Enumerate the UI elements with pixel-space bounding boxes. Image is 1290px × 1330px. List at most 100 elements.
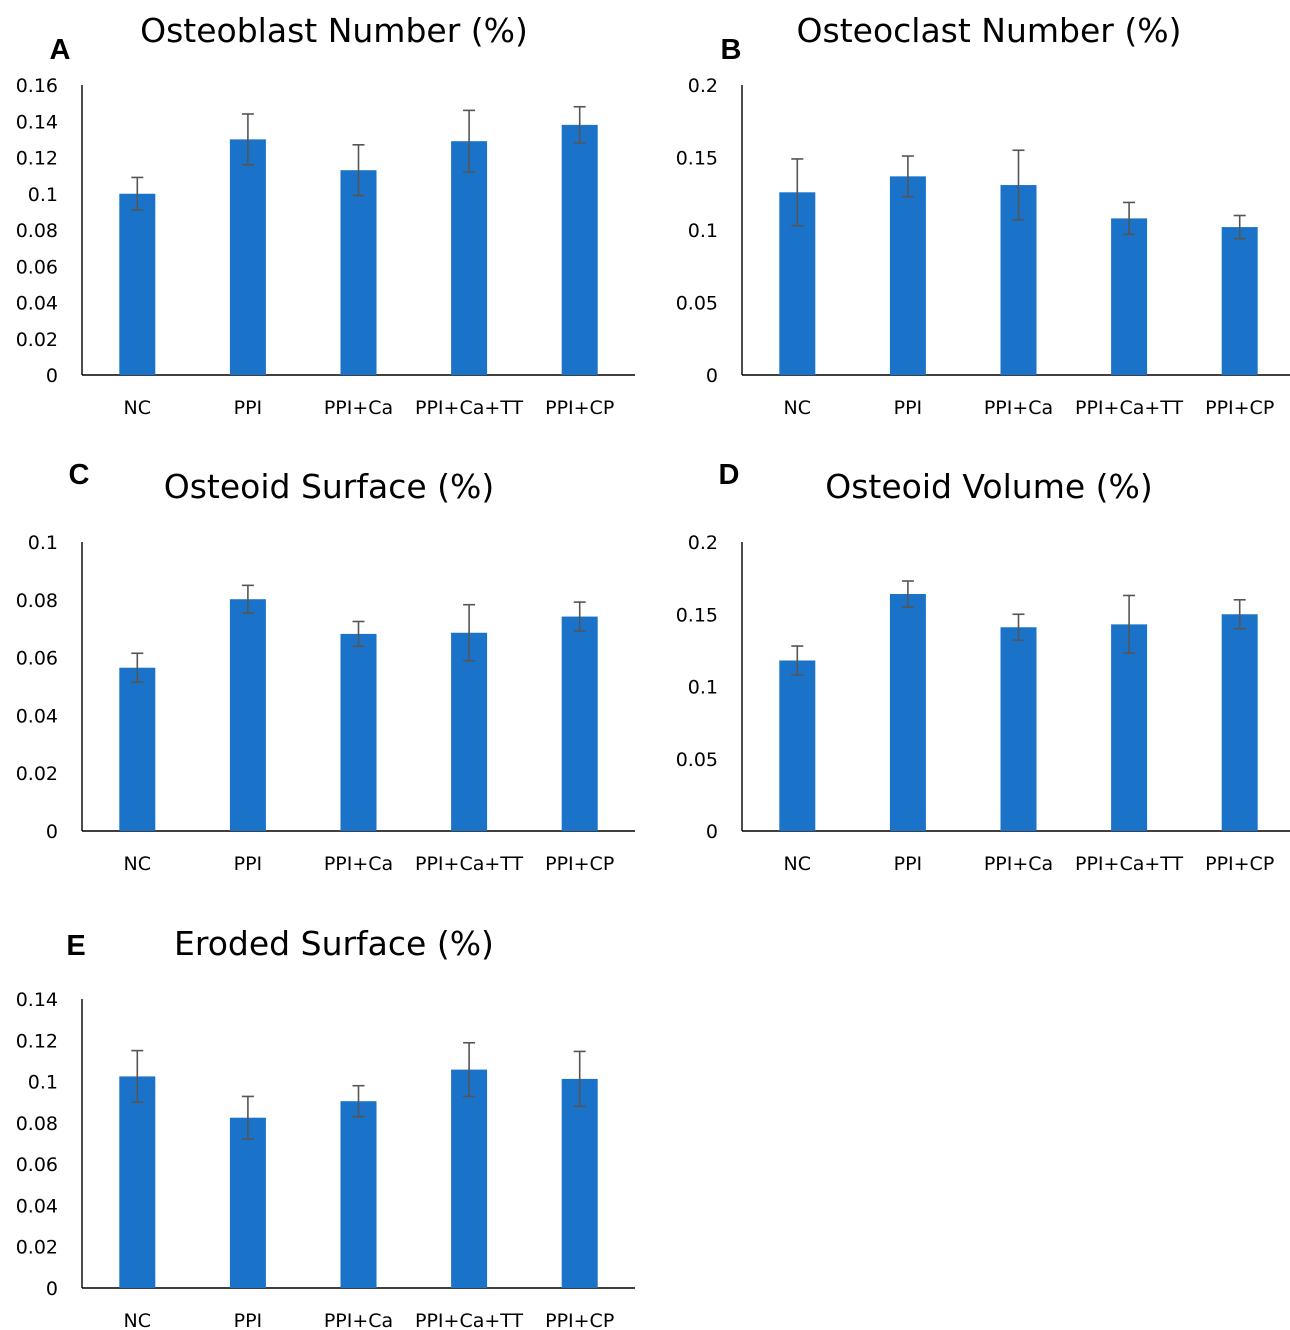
- bar-ppi-ca: [340, 633, 377, 831]
- chart-panel-d: D Osteoid Volume (%) 0 0.05 0.1 0.15 0.2 NC PPI P…: [676, 459, 1290, 875]
- x-category-label: PPI+CP: [1205, 397, 1274, 419]
- bar-ppi: [229, 1117, 266, 1288]
- y-tick-label: 0.08: [16, 590, 58, 612]
- bar-ppi-cp: [561, 1078, 598, 1288]
- error-bar: [352, 620, 365, 648]
- chart-title: Osteoblast Number (%): [140, 11, 528, 50]
- x-category-label: NC: [124, 1310, 151, 1330]
- y-tick-label: 0.14: [16, 111, 58, 133]
- error-bar: [131, 652, 144, 683]
- y-tick-label: 0.16: [16, 75, 58, 97]
- bar-ppi-ca-tt: [1111, 218, 1148, 375]
- x-category-label: PPI: [894, 853, 923, 875]
- x-category-label: PPI+Ca: [984, 397, 1053, 419]
- bar-ppi-cp: [1221, 614, 1258, 831]
- x-category-label: NC: [124, 397, 151, 419]
- panel-letter: D: [719, 459, 740, 491]
- panel-letter: C: [69, 459, 90, 491]
- x-category-label: PPI+CP: [545, 397, 614, 419]
- error-bar: [131, 1049, 144, 1104]
- error-bar: [241, 584, 254, 614]
- y-tick-label: 0: [706, 821, 718, 843]
- error-bar: [352, 1084, 365, 1118]
- y-tick-label: 0.12: [16, 148, 58, 170]
- y-tick-label: 0.08: [16, 1113, 58, 1135]
- chart-panel-b: B Osteoclast Number (%) 0 0.05 0.1 0.15 0.2 NC P…: [676, 11, 1290, 419]
- error-bar: [241, 1095, 254, 1140]
- chart-title: Osteoclast Number (%): [797, 11, 1182, 50]
- y-tick-label: 0.06: [16, 256, 58, 278]
- error-bar: [573, 1050, 586, 1108]
- chart-title: Osteoid Surface (%): [164, 467, 495, 506]
- y-tick-label: 0.1: [688, 677, 718, 699]
- x-category-label: PPI+Ca+TT: [415, 853, 524, 875]
- panel-letter: B: [721, 34, 742, 66]
- error-bar: [1012, 149, 1025, 221]
- bar-ppi-cp: [561, 124, 598, 375]
- error-bar: [463, 1041, 476, 1098]
- error-bar: [1012, 613, 1025, 642]
- error-bar: [901, 155, 914, 198]
- error-bar: [463, 603, 476, 662]
- x-category-label: PPI+Ca: [324, 853, 393, 875]
- x-category-label: PPI+CP: [545, 853, 614, 875]
- y-tick-label: 0.05: [676, 293, 718, 315]
- error-bar: [573, 601, 586, 632]
- y-tick-label: 0: [46, 1278, 58, 1300]
- bar-ppi-ca-tt: [451, 1069, 488, 1288]
- chart-title: Eroded Surface (%): [174, 924, 494, 963]
- y-tick-label: 0.02: [16, 329, 58, 351]
- error-bar: [573, 105, 586, 144]
- bar-nc: [119, 193, 156, 375]
- x-category-label: PPI: [234, 397, 263, 419]
- x-category-label: PPI+Ca: [984, 853, 1053, 875]
- x-category-label: PPI+Ca+TT: [415, 1310, 524, 1330]
- chart-panel-a: A Osteoblast Number (%) 0 0.02 0.04 0.06 0.08 0…: [16, 11, 635, 419]
- bar-ppi: [889, 594, 926, 831]
- bar-ppi-ca-tt: [451, 632, 488, 831]
- x-category-label: PPI: [234, 853, 263, 875]
- bar-nc: [119, 1076, 156, 1288]
- y-tick-label: 0.06: [16, 648, 58, 670]
- y-tick-label: 0.04: [16, 293, 58, 315]
- y-tick-label: 0.1: [688, 220, 718, 242]
- x-category-label: PPI+CP: [1205, 853, 1274, 875]
- y-tick-label: 0.2: [688, 75, 718, 97]
- y-tick-label: 0.02: [16, 1237, 58, 1259]
- x-category-label: PPI: [234, 1310, 263, 1330]
- panel-letter: E: [66, 930, 85, 962]
- x-category-label: PPI: [894, 397, 923, 419]
- bar-ppi-cp: [561, 616, 598, 831]
- x-category-label: NC: [124, 853, 151, 875]
- error-bar: [131, 176, 144, 211]
- bar-ppi-ca: [340, 170, 377, 375]
- error-bar: [791, 645, 804, 676]
- y-tick-label: 0: [706, 365, 718, 387]
- error-bar: [463, 109, 476, 173]
- error-bar: [1233, 598, 1246, 630]
- error-bar: [901, 580, 914, 608]
- error-bar: [1123, 201, 1136, 236]
- y-tick-label: 0.08: [16, 220, 58, 242]
- bar-ppi: [229, 599, 266, 831]
- bar-ppi: [889, 176, 926, 375]
- y-tick-label: 0.15: [676, 604, 718, 626]
- x-category-label: PPI+Ca+TT: [1075, 853, 1184, 875]
- y-tick-label: 0.02: [16, 763, 58, 785]
- x-category-label: NC: [784, 853, 811, 875]
- y-tick-label: 0.05: [676, 749, 718, 771]
- bar-ppi-ca-tt: [451, 141, 488, 375]
- x-category-label: PPI+Ca: [324, 397, 393, 419]
- y-tick-label: 0.2: [688, 532, 718, 554]
- bar-ppi-ca: [1000, 627, 1037, 831]
- error-bar: [1123, 594, 1136, 655]
- error-bar: [1233, 214, 1246, 240]
- bar-ppi-cp: [1221, 227, 1258, 375]
- y-tick-label: 0.1: [28, 532, 58, 554]
- y-tick-label: 0.12: [16, 1030, 58, 1052]
- y-tick-label: 0.15: [676, 148, 718, 170]
- x-category-label: PPI+Ca+TT: [415, 397, 524, 419]
- error-bar: [791, 158, 804, 227]
- x-category-label: PPI+CP: [545, 1310, 614, 1330]
